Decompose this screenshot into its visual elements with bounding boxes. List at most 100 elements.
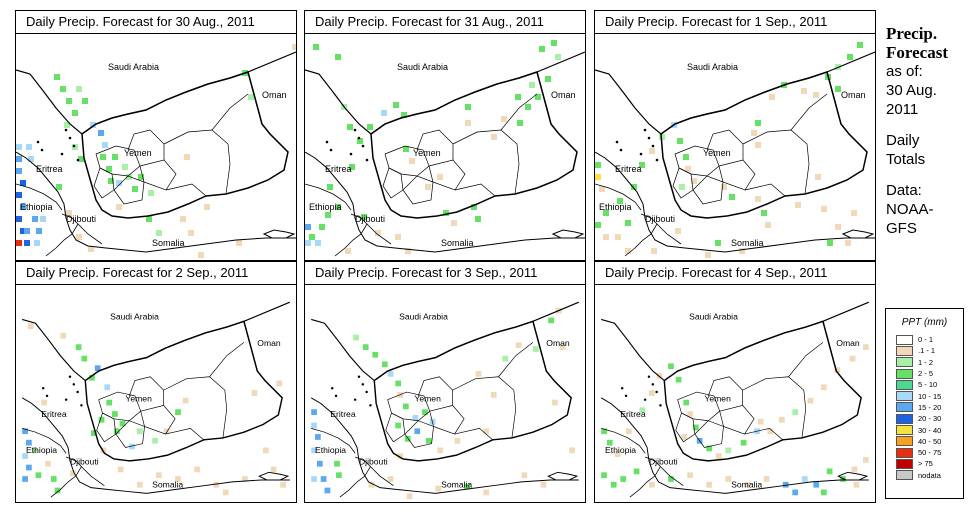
country-label-oman: Oman xyxy=(546,338,570,348)
precip-cell xyxy=(631,184,637,190)
precip-cell xyxy=(324,487,331,494)
precip-cell xyxy=(91,430,97,437)
precip-cell xyxy=(483,489,489,496)
precip-cell xyxy=(610,481,617,488)
precip-cell xyxy=(54,487,61,494)
precip-cell xyxy=(156,230,162,236)
precip-cell xyxy=(849,355,856,362)
precip-cell xyxy=(847,54,853,60)
precip-cell xyxy=(16,216,22,222)
oman-border xyxy=(243,301,291,322)
precip-cell xyxy=(263,447,269,454)
governorate-border xyxy=(417,376,453,406)
precip-cell xyxy=(309,234,315,240)
precip-cell xyxy=(761,210,767,216)
precip-cell xyxy=(222,489,229,496)
country-label-djibouti: Djibouti xyxy=(70,457,99,467)
precip-cell xyxy=(313,44,319,50)
precip-map: Saudi Arabia Oman Yemen Eritrea Ethiopia Djib… xyxy=(16,44,296,258)
precip-cell xyxy=(535,94,541,100)
precip-cells xyxy=(601,344,869,496)
island xyxy=(651,144,655,148)
country-label-somalia: Somalia xyxy=(731,480,762,490)
precip-cell xyxy=(626,428,632,435)
precip-cell xyxy=(316,460,323,467)
africa-coast xyxy=(21,397,290,494)
precip-cell xyxy=(26,144,32,150)
precip-cell xyxy=(315,434,321,440)
governorate-border xyxy=(790,93,828,131)
precip-cell xyxy=(706,445,713,452)
precip-cell xyxy=(821,489,827,496)
precip-map: Saudi Arabia Oman Yemen Eritrea Ethiopia Djib… xyxy=(600,301,870,498)
precip-cell xyxy=(72,110,78,116)
panel-title: Daily Precip. Forecast for 2 Sep., 2011 xyxy=(16,262,296,285)
governorate-border xyxy=(209,342,245,377)
precip-cell xyxy=(795,202,801,208)
precip-cell xyxy=(491,134,497,140)
governorate-border xyxy=(139,159,177,191)
precip-cell xyxy=(375,230,381,236)
precip-cell xyxy=(668,363,674,370)
legend-label: 50 - 75 xyxy=(918,448,942,458)
country-label-yemen: Yemen xyxy=(703,148,731,158)
country-label-djibouti: Djibouti xyxy=(66,214,96,224)
eritrea-border xyxy=(311,427,356,454)
country-label-ethiopia: Ethiopia xyxy=(315,445,346,455)
precip-cell xyxy=(361,214,367,220)
precip-cell xyxy=(683,399,690,406)
precip-cell xyxy=(16,192,22,198)
governorate-border xyxy=(211,93,249,131)
island xyxy=(357,136,361,140)
precip-cell xyxy=(349,164,355,170)
precip-cell xyxy=(603,234,609,240)
precip-cell xyxy=(334,460,340,467)
precip-cell xyxy=(327,184,333,190)
precip-map: Saudi Arabia Oman Yemen Eritrea Ethiopia Djib… xyxy=(305,40,585,257)
precip-cell xyxy=(539,46,545,52)
island xyxy=(655,158,659,162)
precip-cell xyxy=(100,154,106,160)
somalia-border xyxy=(77,223,103,245)
oman-yemen-border xyxy=(243,321,283,399)
island xyxy=(64,128,68,132)
precip-cell xyxy=(639,407,646,414)
legend-label: > 75 xyxy=(918,459,933,469)
island xyxy=(361,383,365,386)
precip-cells xyxy=(311,307,575,500)
precip-cell xyxy=(198,252,204,258)
map-borders xyxy=(16,51,296,257)
precip-cell xyxy=(515,94,521,100)
precip-cell xyxy=(292,44,296,50)
djibouti-border xyxy=(624,213,658,257)
precip-cell xyxy=(35,472,42,479)
precip-cell xyxy=(552,399,558,406)
precip-cell xyxy=(705,252,711,258)
precip-cell xyxy=(656,372,663,379)
legend-label: 15 - 20 xyxy=(918,402,942,412)
precip-cell xyxy=(755,142,761,148)
precip-cell xyxy=(184,154,190,160)
precip-cell xyxy=(683,154,689,160)
island xyxy=(353,398,357,401)
side-data-line3: GFS xyxy=(886,220,917,237)
legend-item: 10 - 15 xyxy=(896,390,963,402)
precip-cell xyxy=(782,481,789,488)
island xyxy=(615,140,619,144)
precip-cell xyxy=(175,476,181,482)
precip-cell xyxy=(66,210,72,216)
precip-cell xyxy=(311,409,317,415)
legend-item: 40 - 50 xyxy=(896,436,963,447)
legend-item: > 75 xyxy=(896,458,963,469)
saudi-border xyxy=(311,318,534,382)
island xyxy=(72,144,76,148)
precip-cell xyxy=(501,116,507,122)
country-label-djibouti: Djibouti xyxy=(355,214,385,224)
precip-cell xyxy=(545,76,551,82)
precip-cell xyxy=(826,468,833,475)
precip-cell xyxy=(395,422,402,429)
country-label-oman: Oman xyxy=(262,90,287,100)
island xyxy=(365,158,369,162)
precip-cell xyxy=(813,92,819,98)
governorate-border xyxy=(452,376,517,438)
